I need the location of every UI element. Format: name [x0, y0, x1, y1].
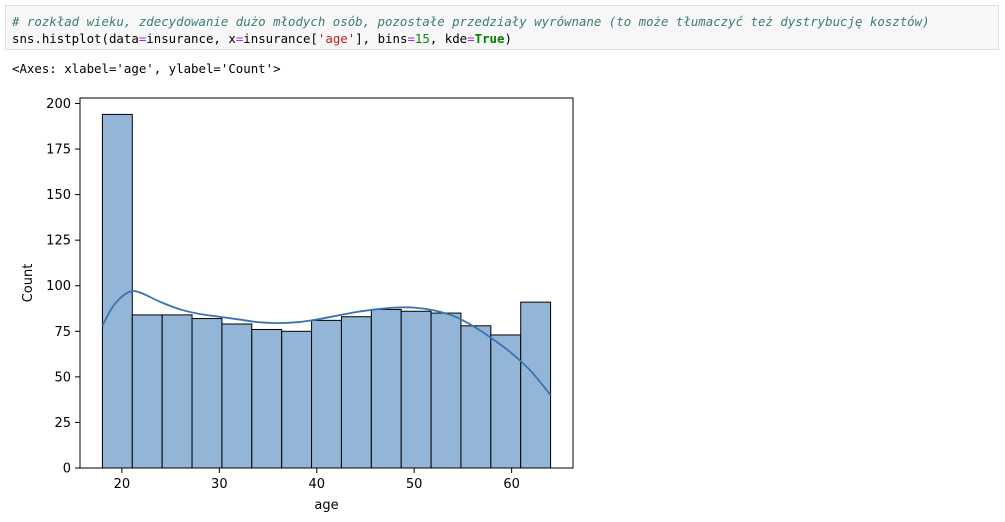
x-tick-label: 40 — [308, 477, 325, 492]
code-eq-3: = — [407, 31, 415, 46]
histogram-bars — [101, 113, 552, 469]
histogram-bar — [460, 325, 492, 469]
cell-output-text: <Axes: xlabel='age', ylabel='Count'> — [12, 61, 281, 76]
histogram-bar — [101, 113, 133, 469]
y-tick-label: 25 — [54, 416, 71, 431]
code-eq-1: = — [138, 31, 147, 46]
y-tick-label: 50 — [54, 370, 71, 385]
code-comment-line: # rozkład wieku, zdecydowanie dużo młody… — [12, 14, 930, 29]
y-tick-label: 150 — [46, 188, 71, 203]
kde-curve — [101, 290, 552, 396]
histogram-bar — [490, 334, 522, 469]
code-cell-input[interactable]: # rozkład wieku, zdecydowanie dużo młody… — [5, 5, 999, 50]
x-tick-label: 50 — [406, 477, 423, 492]
code-eq-2: = — [235, 31, 244, 46]
histogram-bar — [131, 314, 163, 469]
histogram-bar — [370, 308, 402, 469]
y-tick-label: 0 — [63, 462, 71, 477]
histogram-bar — [221, 323, 253, 469]
y-tick-label: 175 — [46, 143, 71, 158]
code-call-line: sns.histplot(data=insurance, x=insurance… — [12, 31, 512, 46]
y-axis-label: Count — [21, 264, 36, 303]
plot-frame — [79, 97, 574, 469]
code-x-arg-prefix: insurance[ — [243, 31, 318, 46]
code-data-arg: insurance, x — [146, 31, 236, 46]
code-eq-4: = — [467, 31, 475, 46]
code-kde-value: True — [474, 31, 505, 46]
code-bins-value: 15 — [414, 31, 430, 46]
code-close-paren: ) — [504, 31, 512, 46]
code-call-prefix: sns.histplot(data — [12, 31, 139, 46]
histogram-bar — [520, 301, 552, 469]
x-tick-label: 20 — [114, 477, 131, 492]
y-tick-label: 75 — [54, 325, 71, 340]
code-kde-sep: , kde — [429, 31, 468, 46]
y-tick-label: 100 — [46, 279, 71, 294]
histogram-bar — [281, 330, 313, 469]
x-axis-label: age — [314, 498, 338, 513]
code-comment: # rozkład wieku, zdecydowanie dużo młody… — [12, 14, 930, 29]
code-x-arg-string: 'age' — [317, 31, 356, 46]
x-tick-label: 30 — [211, 477, 228, 492]
histogram-bar — [400, 310, 432, 469]
histogram-bar — [191, 318, 223, 469]
histogram-bar — [430, 312, 462, 469]
x-axis-ticks: 20 30 40 50 60 — [114, 468, 520, 492]
histogram-bar — [251, 328, 283, 469]
y-axis-ticks: 0 25 50 75 100 125 150 175 200 — [46, 97, 80, 477]
histogram-bar — [161, 314, 193, 469]
y-tick-label: 125 — [46, 234, 71, 249]
histogram-chart: 20 30 40 50 60 0 25 50 75 100 125 150 175 200 age Co… — [21, 97, 574, 513]
histogram-bar — [311, 319, 342, 469]
x-tick-label: 60 — [503, 477, 520, 492]
code-x-arg-suffix: ], bins — [355, 31, 408, 46]
histogram-bar — [340, 316, 372, 469]
y-tick-label: 200 — [46, 97, 71, 112]
